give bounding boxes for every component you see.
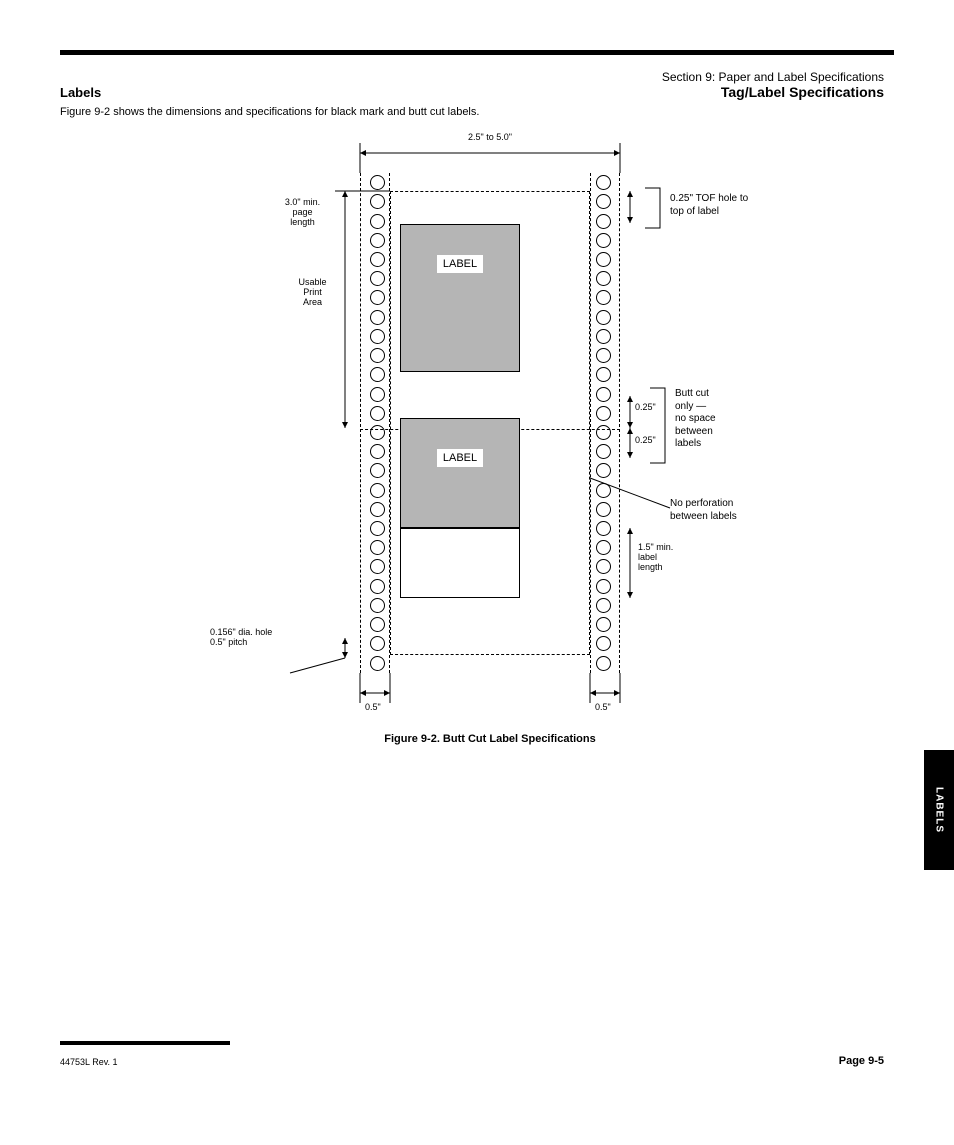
perf-hole — [370, 175, 385, 190]
perf-hole — [596, 387, 611, 402]
label-2-text: LABEL — [437, 449, 483, 467]
dim-label-len: 1.5" min. label length — [638, 543, 698, 573]
callout-butt-cut: Butt cut only — no space between labels — [675, 388, 716, 451]
perf-hole — [596, 367, 611, 382]
perf-hole — [370, 617, 385, 632]
perf-hole — [596, 329, 611, 344]
perf-hole — [370, 559, 385, 574]
perf-hole — [370, 406, 385, 421]
perforations-left — [364, 173, 390, 673]
perf-hole — [370, 656, 385, 671]
perf-hole — [596, 617, 611, 632]
perf-hole — [596, 290, 611, 305]
figure: LABEL LABEL — [170, 128, 810, 778]
perf-hole — [370, 329, 385, 344]
perf-hole — [596, 444, 611, 459]
perf-hole — [370, 444, 385, 459]
perf-hole — [370, 540, 385, 555]
perf-hole — [370, 598, 385, 613]
perf-hole — [370, 502, 385, 517]
callout-no-perf: No perforation between labels — [670, 498, 737, 523]
side-tab: LABELS — [924, 750, 954, 870]
perf-hole — [370, 387, 385, 402]
callout-tof: 0.25" TOF hole totop of label — [670, 193, 748, 218]
perf-hole — [596, 271, 611, 286]
perf-hole — [370, 425, 385, 440]
dim-pagelen: 3.0" min. page length — [275, 198, 330, 228]
perf-hole — [370, 233, 385, 248]
perf-hole — [596, 636, 611, 651]
figure-caption: Figure 9-2. Butt Cut Label Specification… — [380, 733, 600, 745]
dim-quarter-b: 0.25" — [635, 436, 656, 446]
perf-hole — [596, 656, 611, 671]
perf-hole — [370, 290, 385, 305]
perf-hole — [596, 598, 611, 613]
perf-hole — [370, 579, 385, 594]
perf-hole — [596, 348, 611, 363]
white-area — [400, 528, 520, 598]
perf-hole — [596, 310, 611, 325]
label-box-1: LABEL — [400, 224, 520, 372]
perf-hole — [596, 194, 611, 209]
perf-hole — [596, 425, 611, 440]
perf-hole — [596, 540, 611, 555]
perf-hole — [370, 214, 385, 229]
perf-hole — [370, 636, 385, 651]
section-intro: Figure 9-2 shows the dimensions and spec… — [60, 106, 894, 118]
bottom-rule — [60, 1041, 230, 1045]
perf-hole — [370, 310, 385, 325]
tof-hole-val: 0.25" — [670, 193, 693, 204]
perf-hole — [370, 348, 385, 363]
perf-hole — [370, 271, 385, 286]
footer-left: 44753L Rev. 1 — [60, 1057, 118, 1067]
dim-sprocket-l: 0.5" — [365, 703, 381, 713]
perf-hole — [596, 406, 611, 421]
perf-hole — [596, 252, 611, 267]
perf-hole — [370, 521, 385, 536]
perf-hole — [596, 579, 611, 594]
perf-hole — [596, 175, 611, 190]
perf-hole — [370, 367, 385, 382]
header: Section 9: Paper and Label Specification… — [662, 70, 884, 100]
perf-hole — [596, 214, 611, 229]
perf-hole — [596, 483, 611, 498]
perf-hole — [370, 463, 385, 478]
dim-quarter-a: 0.25" — [635, 403, 656, 413]
label-box-2: LABEL — [400, 418, 520, 528]
perf-hole — [596, 463, 611, 478]
perf-hole — [596, 521, 611, 536]
dim-dia-note: 0.156" dia. hole 0.5" pitch — [210, 628, 330, 648]
dim-usable: Usable Print Area — [285, 278, 340, 308]
perf-hole — [370, 252, 385, 267]
dim-sprocket-r: 0.5" — [595, 703, 611, 713]
page: Section 9: Paper and Label Specification… — [0, 0, 954, 1145]
footer-right: Page 9-5 — [839, 1055, 884, 1067]
perf-hole — [370, 483, 385, 498]
perf-hole — [596, 233, 611, 248]
perf-hole — [596, 502, 611, 517]
header-title: Tag/Label Specifications — [662, 84, 884, 100]
perf-hole — [370, 194, 385, 209]
top-rule — [60, 50, 894, 55]
dim-overall-width: 2.5" to 5.0" — [440, 133, 540, 143]
header-section: Section 9: Paper and Label Specification… — [662, 70, 884, 84]
perforations-right — [590, 173, 616, 673]
label-1-text: LABEL — [437, 255, 483, 273]
perf-hole — [596, 559, 611, 574]
